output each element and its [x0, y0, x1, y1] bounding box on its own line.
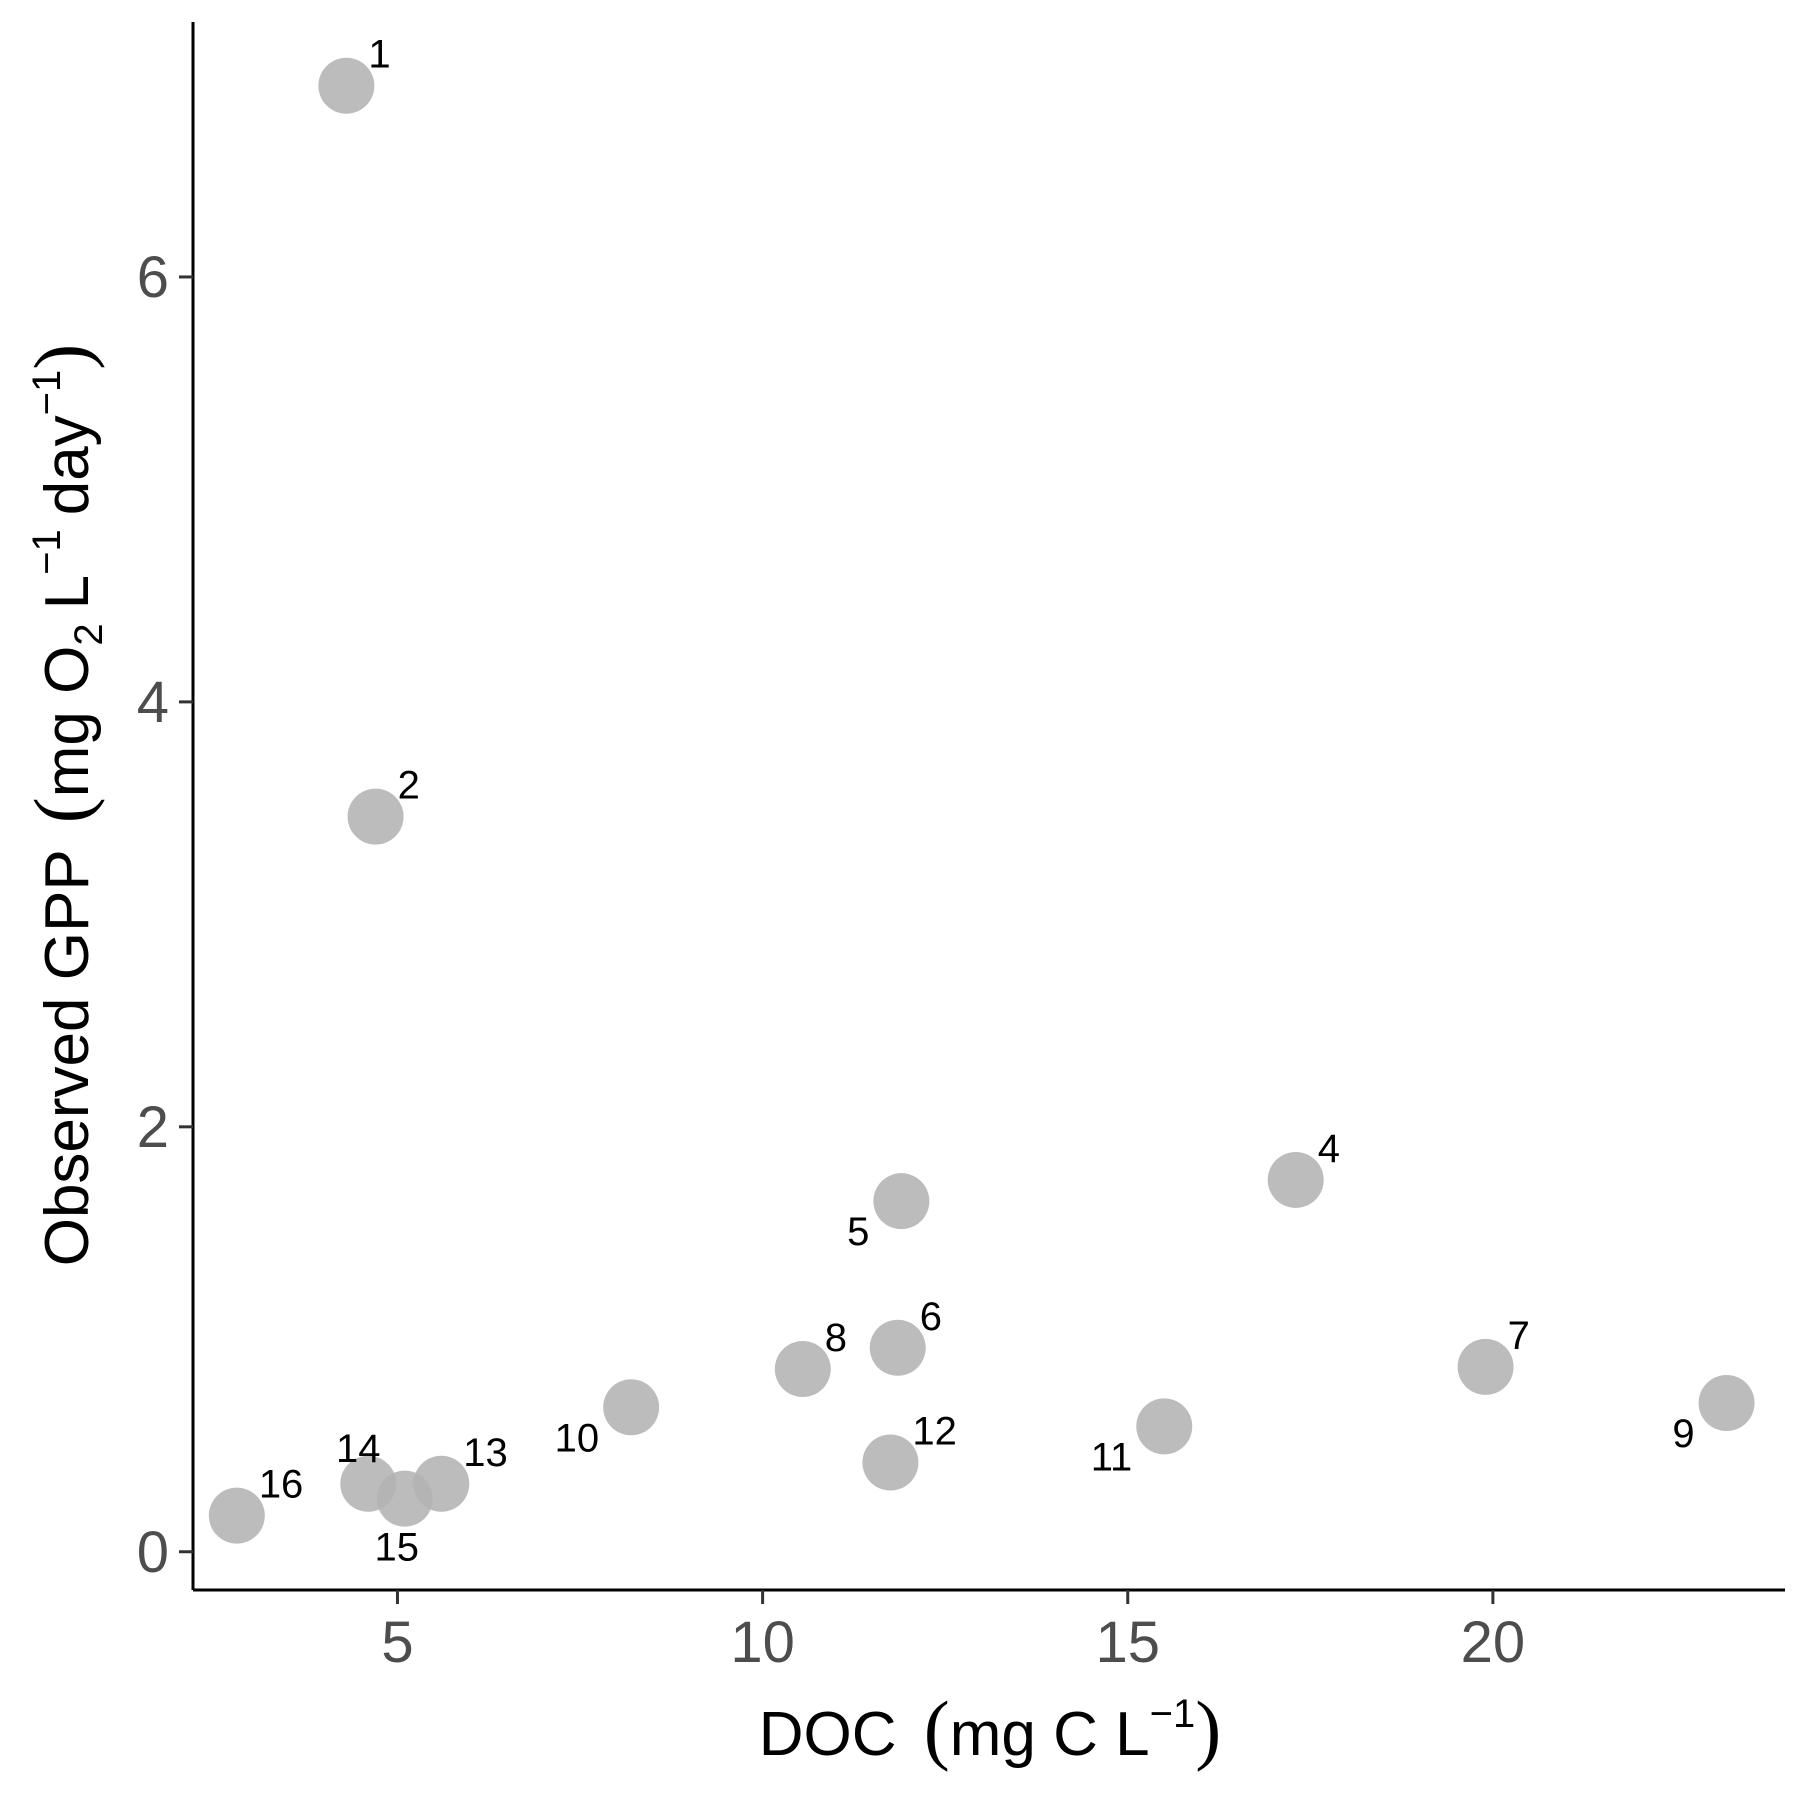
data-point: [869, 1319, 926, 1376]
data-point: [774, 1341, 831, 1398]
y-axis-title-L-sup: −1: [25, 529, 69, 575]
data-point: [873, 1173, 930, 1230]
y-axis-title-L: L: [33, 575, 102, 609]
point-label: 5: [847, 1210, 869, 1254]
x-axis-title-unit: mg C L: [950, 1700, 1150, 1769]
x-axis-title-main: DOC: [759, 1700, 897, 1769]
x-axis-title: DOC (mg C L−1): [759, 1685, 1221, 1772]
y-axis-title-o2-sub: 2: [67, 623, 111, 645]
point-label: 14: [336, 1427, 381, 1471]
x-tick-label: 5: [381, 1610, 413, 1675]
point-label: 9: [1672, 1412, 1694, 1456]
x-tick-label: 15: [1095, 1610, 1160, 1675]
point-label: 8: [825, 1316, 847, 1360]
point-label: 6: [920, 1295, 942, 1339]
point-label: 7: [1508, 1314, 1530, 1358]
point-label: 4: [1318, 1127, 1340, 1171]
data-point: [376, 1470, 433, 1527]
y-axis-ticks: 0 2 4 6: [137, 245, 193, 1585]
y-tick-label: 4: [137, 670, 169, 735]
x-axis-ticks: 5 10 15 20: [381, 1590, 1525, 1675]
point-label: 2: [398, 764, 420, 808]
y-axis-title-close-paren: ): [18, 344, 105, 370]
point-label: 1: [368, 33, 390, 77]
data-point: [318, 57, 375, 114]
point-label: 11: [1091, 1435, 1133, 1479]
point-label: 12: [912, 1410, 957, 1454]
y-tick-label: 6: [137, 245, 169, 310]
x-axis-title-close-paren: ): [1195, 1685, 1221, 1772]
x-axis-title-open-paren: (: [924, 1685, 950, 1772]
point-label: 13: [463, 1431, 508, 1475]
point-label: 15: [375, 1526, 420, 1570]
data-point: [1267, 1151, 1324, 1208]
data-point: [603, 1379, 660, 1436]
data-point: [1136, 1398, 1193, 1455]
x-axis-title-unit-sup: −1: [1150, 1692, 1196, 1736]
y-axis-title: Observed GPP (mg O2L−1day−1): [18, 344, 111, 1267]
data-point: [862, 1434, 919, 1491]
y-axis-title-main: Observed GPP: [33, 850, 102, 1266]
y-tick-label: 2: [137, 1095, 169, 1160]
y-tick-label: 0: [137, 1520, 169, 1585]
point-label: 10: [555, 1416, 600, 1460]
data-points: [208, 57, 1755, 1544]
x-tick-label: 20: [1461, 1610, 1526, 1675]
x-tick-label: 10: [730, 1610, 795, 1675]
y-axis-title-open-paren: (: [18, 797, 105, 823]
data-point: [208, 1487, 265, 1544]
y-axis-title-day: day: [33, 415, 102, 515]
data-point: [347, 788, 404, 845]
data-point: [1698, 1375, 1755, 1432]
y-axis-title-mg: mg O: [33, 646, 102, 798]
y-axis-title-day-sup: −1: [25, 370, 69, 416]
point-label: 16: [259, 1463, 304, 1507]
data-point: [1457, 1338, 1514, 1395]
